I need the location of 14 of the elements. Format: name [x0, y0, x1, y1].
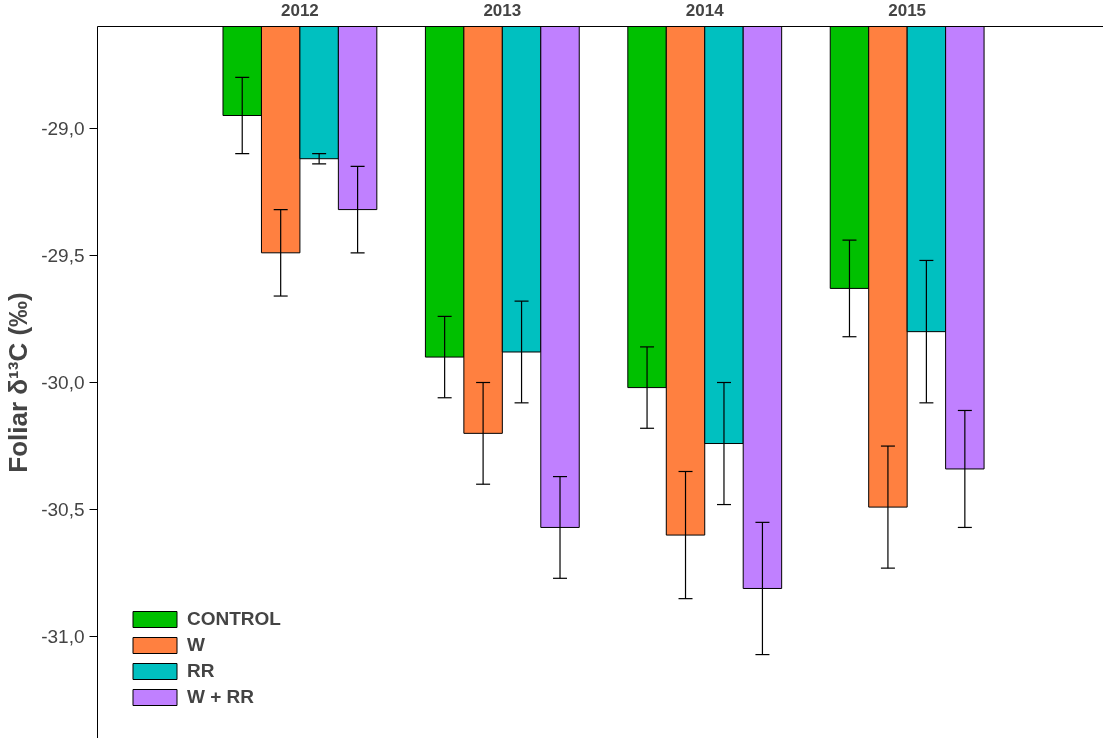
- y-tick-label: -30,0: [41, 372, 85, 393]
- x-tick-label: 2015: [888, 0, 927, 20]
- y-tick-label: -31,0: [41, 626, 85, 648]
- y-tick-label: -30,5: [41, 499, 85, 521]
- y-tick-label: -29,0: [41, 117, 85, 139]
- legend-label: W: [187, 634, 206, 656]
- legend-label: CONTROL: [187, 608, 281, 630]
- x-tick-label: 2013: [483, 0, 522, 20]
- y-axis-title: Foliar δ¹³C (‰): [3, 292, 34, 473]
- legend-label: W + RR: [187, 686, 255, 708]
- legend-label: RR: [187, 660, 215, 682]
- y-tick-label: -29,5: [41, 244, 85, 266]
- x-tick-label: 2012: [281, 0, 319, 20]
- x-tick-label: 2014: [685, 0, 725, 20]
